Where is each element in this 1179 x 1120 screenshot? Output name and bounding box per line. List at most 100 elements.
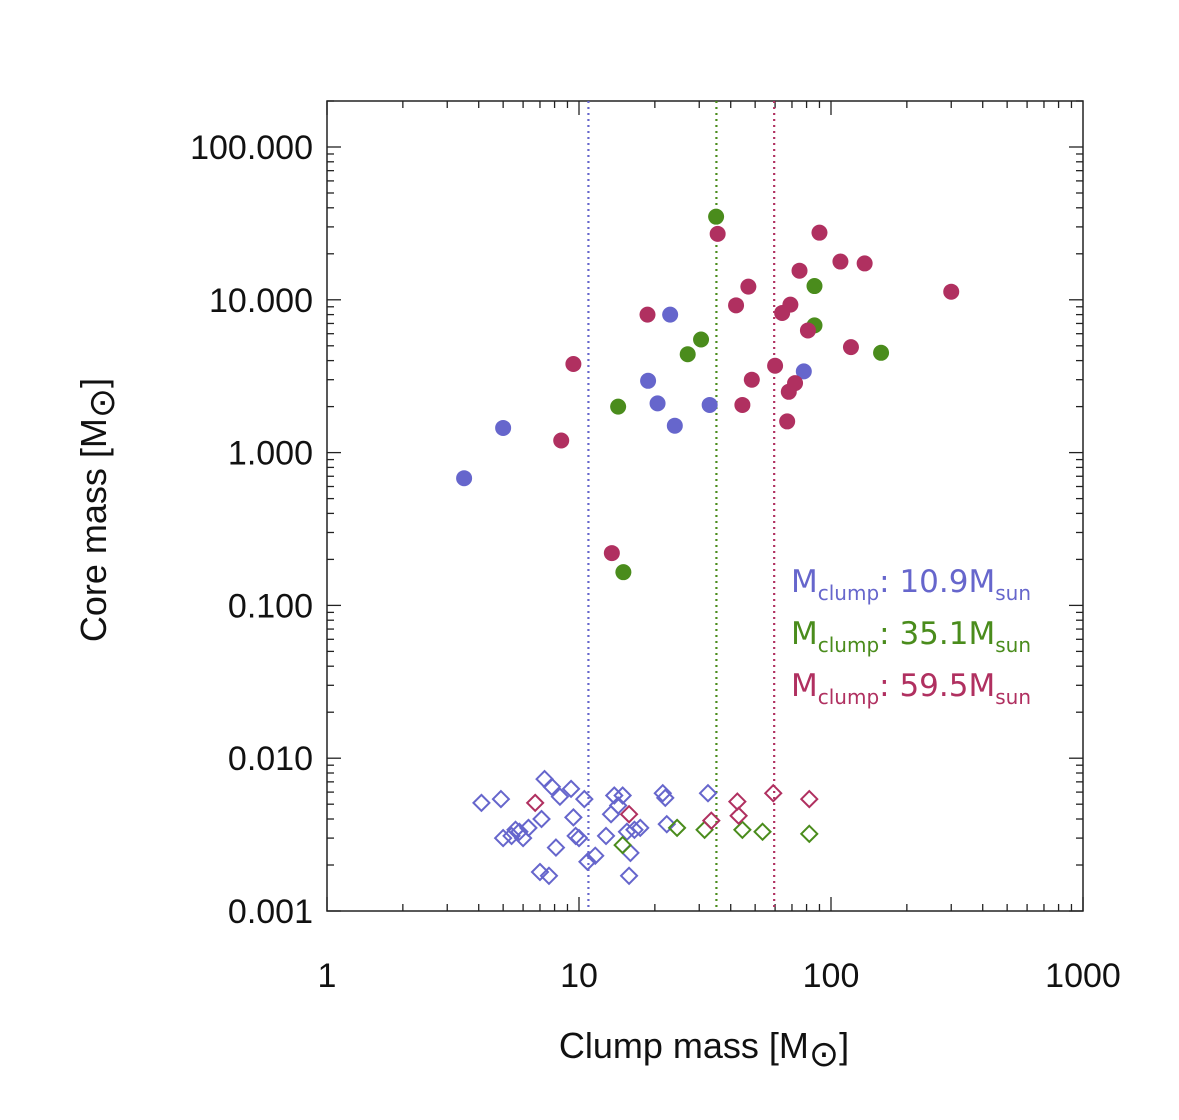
legend-subscript: clump (818, 685, 879, 709)
undetected-diamond-point (546, 838, 566, 858)
undetected-diamond-point (493, 828, 513, 848)
undetected-diamond-point (563, 807, 583, 827)
y-tick-label: 0.100 (228, 587, 313, 625)
undetected-diamond-point (619, 804, 639, 824)
legend-value: : 59.5M (879, 668, 995, 704)
undetected-diamond-point (698, 783, 718, 803)
core-point (610, 398, 627, 415)
undetected-diamond-point (532, 809, 551, 829)
undetected-diamond-point (732, 820, 752, 840)
core-point (701, 396, 718, 413)
legend-value: : 10.9M (879, 564, 995, 600)
undetected-diamond-point (653, 783, 673, 803)
undetected-diamond-point (799, 789, 819, 809)
undetected-diamond-point (539, 866, 559, 886)
core-point (856, 255, 873, 272)
core-point (791, 262, 808, 279)
core-point (456, 470, 473, 487)
legend-subscript: clump (818, 581, 879, 605)
core-point (743, 371, 760, 388)
undetected-diamond-point (753, 822, 772, 842)
core-point (709, 225, 726, 242)
core-point (615, 564, 632, 581)
core-point (666, 417, 683, 434)
core-point (640, 372, 657, 389)
core-point (842, 339, 859, 356)
core-point (708, 208, 725, 225)
undetected-diamond-point (561, 779, 581, 799)
x-tick-label: 1 (318, 957, 337, 995)
plot-frame (326, 100, 1084, 912)
undetected-diamond-point (542, 777, 562, 797)
y-tick-label: 0.001 (228, 893, 313, 931)
legend-subscript: clump (818, 633, 879, 657)
legend-symbol: M (791, 668, 818, 704)
undetected-diamond-point (585, 846, 605, 866)
core-point (553, 432, 570, 449)
core-point (740, 278, 757, 295)
undetected-diamond-point (574, 789, 594, 809)
core-point (787, 375, 804, 392)
legend-value: : 35.1M (879, 616, 995, 652)
undetected-diamond-point (601, 804, 621, 824)
undetected-diamond-point (604, 786, 624, 805)
undetected-diamond-point (491, 789, 511, 809)
core-point (565, 356, 582, 373)
tick-labels: 1 10 100 1000 0.001 0.010 0.100 1.000 10.000 100.… (190, 129, 1121, 995)
y-tick-label: 1.000 (228, 435, 313, 473)
undetected-diamond-point (799, 824, 819, 844)
core-point (734, 396, 751, 413)
undetected-diamond-point (657, 814, 677, 834)
undetected-diamond-point (472, 793, 491, 813)
x-tick-label: 1000 (1045, 957, 1121, 995)
y-tick-label: 100.000 (190, 129, 313, 167)
undetected-diamond-point (519, 818, 538, 838)
undetected-diamond-point (550, 787, 570, 807)
core-point (679, 346, 696, 363)
undetected-diamond-point (621, 843, 640, 863)
x-tick-label: 10 (560, 957, 598, 995)
undetected-diamond-point (619, 866, 639, 886)
legend-subscript: sun (995, 685, 1031, 709)
core-point (728, 297, 745, 314)
undetected-diamond-point (729, 806, 749, 826)
undetected-diamond-point (630, 818, 650, 838)
undetected-diamond-point (502, 826, 521, 846)
undetected-diamond-point (727, 792, 747, 812)
legend-entry: Mclump: 10.9Msun (791, 564, 1031, 605)
core-point (767, 357, 784, 374)
core-point (782, 296, 799, 313)
undetected-diamond-point (578, 852, 597, 872)
undetected-diamond-point (625, 820, 644, 840)
core-point (811, 224, 828, 241)
core-point (693, 331, 710, 348)
legend-subscript: sun (995, 581, 1031, 605)
legend-subscript: sun (995, 633, 1031, 657)
x-tick-label: 100 (803, 957, 860, 995)
undetected-diamond-point (569, 828, 589, 848)
core-point (832, 253, 849, 270)
legend-symbol: M (791, 564, 818, 600)
core-point (639, 306, 656, 323)
core-point (873, 344, 890, 361)
core-point (495, 419, 512, 436)
core-point (649, 395, 666, 412)
y-axis-title: Core mass [M⊙] (73, 378, 122, 642)
undetected-diamond-point (655, 788, 675, 808)
undetected-diamond-point (701, 811, 721, 831)
undetected-diamond-point (596, 826, 616, 846)
core-point (795, 363, 812, 380)
y-tick-label: 0.010 (228, 740, 313, 778)
undetected-diamond-point (763, 783, 783, 803)
undetected-diamond-point (667, 818, 687, 838)
x-axis-title: Clump mass [M⊙] (559, 1025, 849, 1074)
core-point (779, 413, 796, 430)
legend-symbol: M (791, 616, 818, 652)
undetected-diamond-point (613, 835, 633, 855)
undetected-diamond-point (695, 820, 714, 840)
core-point (603, 545, 620, 562)
axis-ticks (326, 100, 1084, 912)
undetected-diamond-point (613, 786, 633, 805)
